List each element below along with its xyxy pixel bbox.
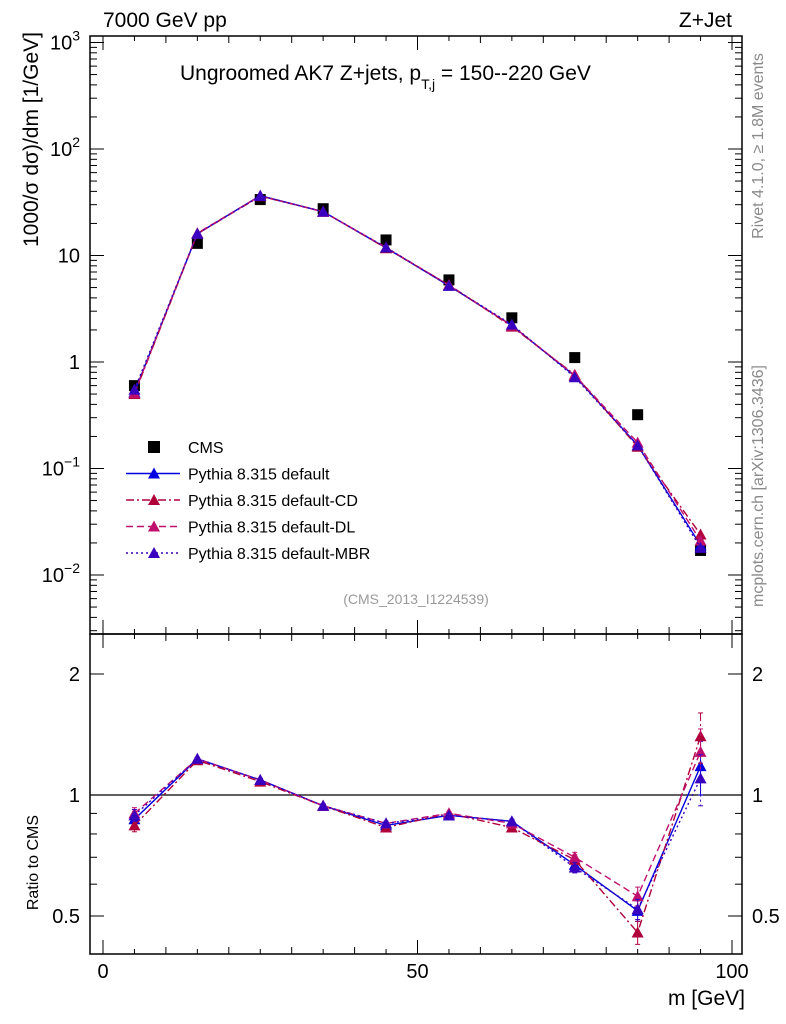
main-series-line — [133, 195, 702, 549]
ratio-series-line — [133, 736, 702, 934]
mc-data-point — [128, 383, 141, 395]
ratio-series-2 — [128, 728, 707, 907]
ratio-series-line — [133, 758, 702, 911]
main-y-tick-label: 102 — [50, 134, 80, 161]
main-plot-frame — [89, 35, 743, 635]
ratio-tick-labels: 2 2 1 1 0.5 0.5 0 50 100 — [52, 664, 780, 983]
main-y-tick-label: 103 — [50, 28, 80, 55]
mc-data-point — [254, 189, 267, 201]
legend-label: CMS — [188, 440, 224, 457]
cms-data-point — [632, 409, 644, 421]
main-y-tick-label: 10−2 — [42, 560, 80, 587]
mcplots-label: mcplots.cern.ch [arXiv:1306.3436] — [750, 365, 767, 607]
legend-entry: CMS — [148, 440, 224, 457]
x-tick-label: 0 — [97, 961, 108, 983]
mc-data-point — [568, 371, 581, 383]
process-label: Z+Jet — [679, 9, 732, 32]
ratio-data-point — [505, 815, 518, 827]
analysis-id-label: (CMS_2013_I1224539) — [343, 591, 489, 607]
ratio-data-point — [128, 809, 141, 821]
mc-data-point — [380, 241, 393, 253]
x-tick-label: 50 — [406, 961, 428, 983]
mc-data-point — [631, 439, 644, 451]
ratio-data-point — [128, 819, 141, 831]
x-axis-label: m [GeV] — [668, 987, 745, 1010]
legend-entry: Pythia 8.315 default-MBR — [126, 546, 370, 563]
rivet-label: Rivet 4.1.0, ≥ 1.8M events — [750, 53, 767, 239]
ratio-y-tick-label-right: 0.5 — [752, 906, 780, 928]
legend-entry: Pythia 8.315 default — [126, 467, 330, 484]
main-series-2 — [128, 190, 707, 540]
ratio-data-point — [568, 851, 581, 863]
legend-marker — [148, 467, 160, 479]
ratio-data-point — [694, 772, 707, 784]
ratio-series-line — [133, 758, 702, 912]
ratio-series-3 — [128, 752, 707, 921]
ratio-panel: 2 2 1 1 0.5 0.5 0 50 100 Ratio to CMS m [GeV] — [25, 633, 780, 1010]
main-series-line — [133, 195, 702, 535]
ratio-y-axis-label: Ratio to CMS — [25, 815, 42, 910]
ratio-data-point — [191, 752, 204, 764]
ratio-data-point — [631, 926, 644, 938]
x-tick-label: 100 — [715, 961, 748, 983]
main-title-rest: = 150--220 GeV — [435, 62, 591, 85]
ratio-data-point — [631, 890, 644, 902]
ratio-y-tick-label-right: 1 — [752, 785, 763, 807]
main-axis-ticks — [90, 36, 742, 634]
ratio-data-point — [694, 745, 707, 757]
legend-entry: Pythia 8.315 default-DL — [126, 520, 355, 537]
main-series-line — [133, 195, 702, 542]
main-title: Ungroomed AK7 Z+jets, pT,j = 150--220 Ge… — [180, 62, 591, 92]
ratio-y-tick-label-left: 1 — [69, 785, 80, 807]
cms-data-point — [380, 234, 392, 246]
mc-data-point — [442, 279, 455, 291]
ratio-data-point — [317, 799, 330, 811]
legend: CMS Pythia 8.315 default Pythia 8.315 defa… — [126, 440, 370, 563]
ratio-series-1 — [128, 712, 707, 945]
legend-label: Pythia 8.315 default-CD — [188, 493, 358, 510]
ratio-data-point — [254, 773, 267, 785]
legend-label: Pythia 8.315 default-MBR — [188, 546, 370, 563]
mc-data-point — [694, 541, 707, 553]
ratio-data-point — [442, 809, 455, 821]
legend-label: Pythia 8.315 default — [188, 467, 330, 484]
ratio-data-point — [631, 903, 644, 915]
ratio-y-tick-label-left: 0.5 — [52, 906, 80, 928]
cms-data-point — [506, 312, 518, 324]
ratio-series-0 — [128, 740, 707, 922]
cms-data-point — [191, 237, 203, 249]
ratio-series-line — [133, 751, 702, 898]
main-series-4 — [128, 189, 707, 553]
legend-marker — [148, 520, 160, 532]
main-y-axis-label: 1000/σ dσ)/dm [1/GeV] — [20, 32, 43, 247]
mc-data-point — [191, 227, 204, 239]
main-title-subscript: T,j — [421, 76, 435, 92]
ratio-data-point — [380, 817, 393, 829]
ratio-y-tick-label-right: 2 — [752, 664, 763, 686]
legend-label: Pythia 8.315 default-DL — [188, 520, 355, 537]
mc-data-point — [317, 205, 330, 217]
ratio-plot-frame — [89, 633, 743, 955]
ratio-series-group — [128, 712, 707, 945]
main-y-tick-label: 1 — [69, 352, 80, 374]
main-series-group — [128, 189, 707, 556]
ratio-axis-ticks — [90, 634, 742, 954]
legend-marker — [148, 547, 160, 558]
legend-entry: Pythia 8.315 default-CD — [126, 493, 358, 510]
ratio-data-point — [568, 861, 581, 873]
energy-label: 7000 GeV pp — [103, 9, 227, 32]
legend-marker — [148, 441, 160, 453]
ratio-y-tick-label-left: 2 — [69, 664, 80, 686]
mc-data-point — [505, 318, 518, 330]
main-y-tick-label: 10 — [58, 246, 80, 268]
legend-marker — [148, 494, 160, 505]
cms-data-point — [569, 352, 581, 364]
main-y-tick-label: 10−1 — [42, 454, 80, 481]
